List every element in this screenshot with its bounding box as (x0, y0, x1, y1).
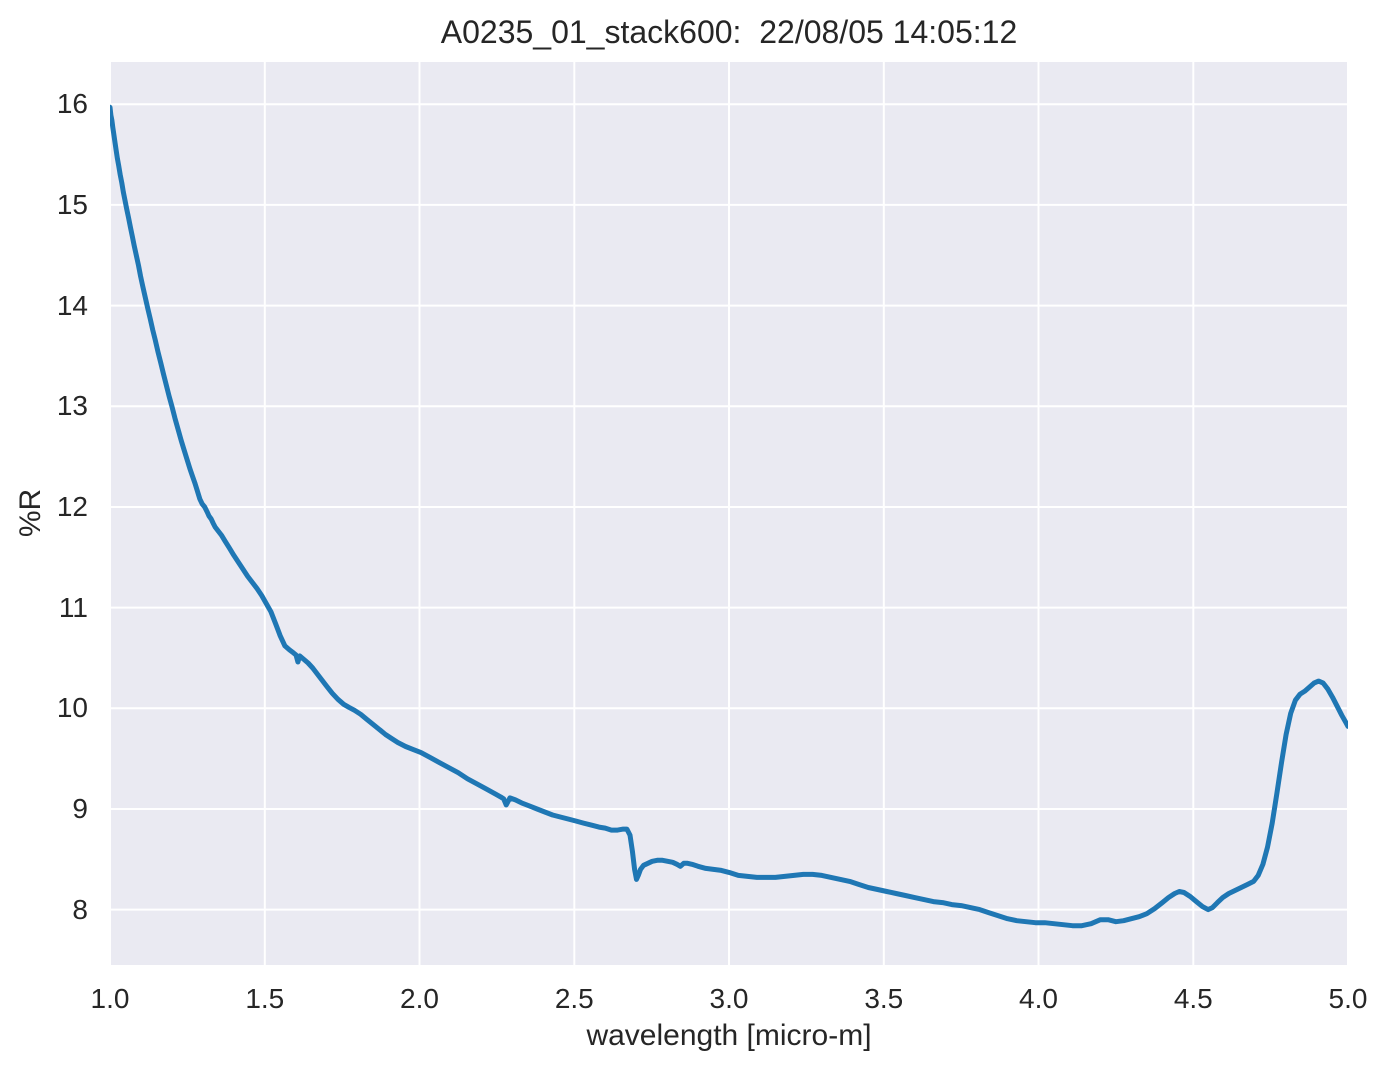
y-tick-label: 8 (72, 893, 88, 925)
y-tick-label: 15 (56, 188, 88, 220)
y-tick-label: 12 (56, 491, 88, 522)
y-tick-label: 9 (72, 793, 88, 824)
y-tick-label: 10 (56, 692, 88, 724)
spectrum-line (110, 104, 1348, 929)
x-tick-label: 4.0 (1019, 983, 1058, 1014)
x-tick-label: 2.0 (400, 983, 439, 1014)
y-tick-label: 14 (56, 289, 88, 321)
x-tick-label: 5.0 (1328, 983, 1368, 1014)
y-tick-label: 13 (56, 390, 88, 422)
x-tick-label: 3.5 (864, 983, 904, 1014)
chart-title: A0235_01_stack600: 22/08/05 14:05:12 (440, 14, 1018, 50)
y-tick-label: 11 (58, 591, 88, 623)
x-tick-label: 4.5 (1173, 983, 1213, 1014)
y-tick-label: 16 (56, 88, 88, 120)
x-tick-label: 1.5 (245, 983, 285, 1014)
x-tick-label: 1.0 (90, 983, 130, 1014)
x-tick-label: 3.0 (709, 983, 749, 1014)
x-tick-label: 2.5 (554, 983, 594, 1014)
x-axis-label: wavelength [micro-m] (586, 1019, 872, 1052)
